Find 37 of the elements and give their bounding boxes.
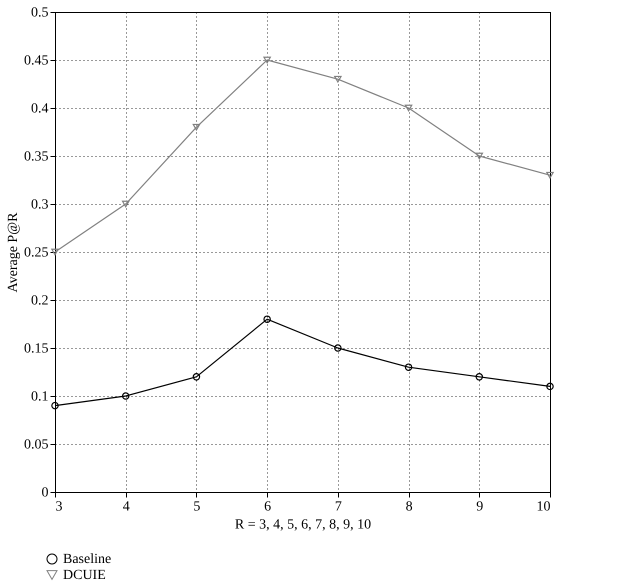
y-tick-label: 0.25 bbox=[24, 246, 48, 260]
point bbox=[404, 363, 412, 371]
y-tick-label: 0 bbox=[42, 486, 48, 500]
point bbox=[334, 344, 342, 352]
point bbox=[546, 172, 554, 179]
x-tick-label: 7 bbox=[334, 500, 342, 514]
x-tick-label: 3 bbox=[56, 500, 62, 514]
y-axis-title: Average P@R bbox=[6, 212, 21, 292]
x-tick-label: 10 bbox=[536, 500, 550, 514]
point bbox=[263, 56, 271, 64]
point bbox=[476, 373, 484, 381]
point bbox=[404, 104, 412, 112]
legend-label: DCUIE bbox=[63, 568, 106, 583]
y-tick-label: 0.5 bbox=[31, 6, 48, 20]
x-tick-label: 5 bbox=[193, 500, 200, 514]
x-tick-label: 9 bbox=[476, 500, 484, 514]
y-tick-label: 0.2 bbox=[31, 294, 48, 308]
y-tick-label: 0.45 bbox=[24, 54, 48, 68]
point bbox=[334, 76, 342, 83]
point bbox=[263, 315, 271, 323]
x-axis-title: R = 3, 4, 5, 6, 7, 8, 9, 10 bbox=[234, 518, 372, 532]
point bbox=[51, 248, 59, 256]
y-tick-label: 0.05 bbox=[24, 438, 48, 452]
y-tick-label: 0.15 bbox=[24, 342, 48, 356]
y-tick-label: 0.3 bbox=[31, 198, 48, 212]
x-tick-label: 6 bbox=[264, 500, 272, 514]
point bbox=[122, 200, 130, 208]
point bbox=[192, 124, 200, 131]
x-tick-label: 8 bbox=[406, 500, 413, 514]
y-tick-label: 0.4 bbox=[31, 102, 48, 116]
y-tick-label: 0.1 bbox=[31, 390, 48, 404]
legend-label: Baseline bbox=[63, 552, 112, 567]
point bbox=[122, 392, 130, 400]
point bbox=[192, 373, 200, 381]
x-tick-label: 4 bbox=[122, 500, 130, 514]
point bbox=[476, 152, 484, 160]
y-tick-label: 0.35 bbox=[24, 150, 48, 164]
